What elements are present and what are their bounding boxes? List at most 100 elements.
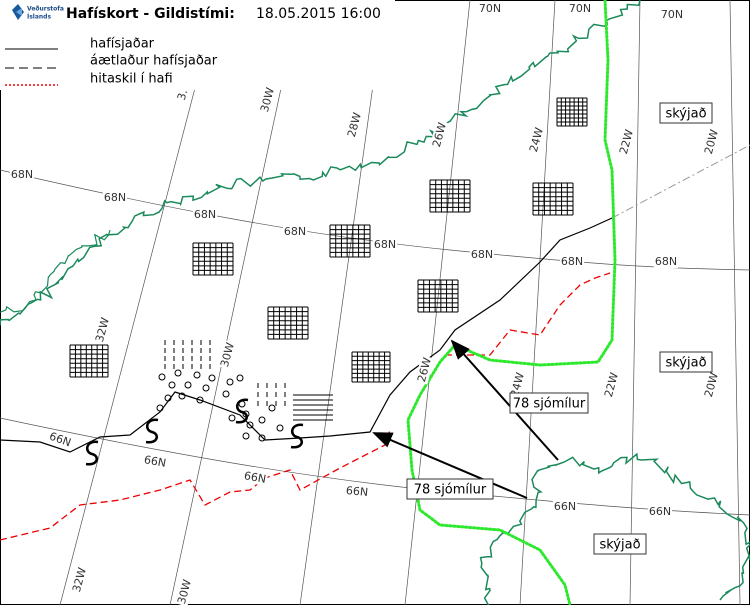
- grid-label-bg: [414, 355, 435, 385]
- ice-symbol: [293, 394, 333, 421]
- ice-symbol: [164, 340, 286, 406]
- logo: Veðurstofa Íslands: [12, 4, 64, 21]
- ice-dot: [156, 404, 164, 412]
- grid-label: 30W: [175, 578, 194, 605]
- grid-label: 70N: [479, 2, 501, 15]
- coastline: [0, 229, 111, 313]
- ice-dot: [236, 374, 244, 382]
- ice-concentration-symbol: [329, 224, 371, 258]
- grid-label: 70N: [569, 2, 591, 15]
- grid-label-bg: [701, 370, 722, 400]
- legend-label: hitaskil í hafi: [90, 72, 173, 87]
- grid-label-bg: [469, 248, 495, 261]
- grid-label: 68N: [284, 225, 306, 238]
- grid-label-bg: [507, 370, 528, 400]
- ice-dot: [178, 392, 186, 400]
- grid-label: 30W: [218, 341, 237, 369]
- grid-label-bg: [552, 500, 578, 513]
- grid-label-bg: [477, 2, 503, 15]
- ice-edge-symbol: [85, 440, 99, 466]
- grid-label-bg: [659, 8, 685, 21]
- annotation-box: [509, 392, 589, 414]
- ice-dot: [226, 378, 234, 386]
- title: Hafískort - Gildistími:: [66, 6, 235, 22]
- ice-edge-symbol: [235, 398, 249, 424]
- grid-label-bg: [217, 340, 238, 370]
- ice-concentration-symbol: [556, 97, 588, 127]
- annotation: 78 sjómílur: [513, 397, 586, 412]
- grid-label-bg: [102, 191, 128, 204]
- ice-concentration-symbol: [192, 242, 234, 276]
- grid-label-bg: [616, 127, 637, 157]
- grid-label: 68N: [194, 208, 216, 221]
- annotation-box: [659, 351, 713, 373]
- coastline: [0, 0, 641, 326]
- ice-concentration-symbol: [417, 279, 459, 313]
- annotation: skýjað: [599, 538, 640, 553]
- grid-label: 68N: [471, 248, 493, 261]
- ice-dot: [168, 381, 176, 389]
- annotation-box: [659, 102, 713, 124]
- grid-label: 70N: [661, 8, 683, 21]
- annotation-box: [406, 478, 494, 500]
- ice-dot: [174, 369, 182, 377]
- annotation: 78 sjómílur: [414, 483, 487, 498]
- grid-label-bg: [9, 168, 35, 181]
- grid-label-bg: [92, 315, 113, 345]
- grid-label: 20W: [702, 371, 721, 399]
- grid-label: 32W: [70, 566, 89, 594]
- ice-dot: [184, 381, 192, 389]
- legend-label: hafísjaðar: [90, 37, 155, 52]
- grid-label: 26W: [415, 356, 434, 384]
- ice-dot: [193, 371, 201, 379]
- grid-label: 24W: [527, 126, 546, 154]
- grid-label-bg: [601, 370, 622, 400]
- grid-label: 68N: [11, 168, 33, 181]
- grid-label: 20W: [702, 128, 721, 156]
- ice-dot: [258, 434, 266, 442]
- ice-dot: [222, 390, 230, 398]
- grid-label-bg: [282, 225, 308, 238]
- grid-label: 28W: [345, 111, 364, 139]
- arrow: [372, 432, 528, 499]
- grid-label: 66N: [143, 453, 167, 470]
- thermal-front: [0, 429, 391, 541]
- ice-dot: [202, 384, 210, 392]
- ice-dot: [242, 432, 250, 440]
- ice-edge-symbol: [290, 423, 304, 449]
- grid-label: 66N: [649, 505, 671, 518]
- grid-label: 30W: [258, 86, 277, 114]
- grid-label: 68N: [104, 191, 126, 204]
- ice-dot: [208, 374, 216, 382]
- ice-dot: [158, 373, 166, 381]
- ice-dot: [258, 416, 266, 424]
- grid-label: 32W: [93, 316, 112, 344]
- grid-label: 3.: [175, 88, 190, 102]
- grid-label: 24W: [508, 371, 527, 399]
- ice-dot: [196, 396, 204, 404]
- annotation: skýjað: [665, 107, 706, 122]
- valid-time: 18.05.2015 16:00: [256, 6, 381, 22]
- annotation: skýjað: [665, 356, 706, 371]
- ice-concentration-symbol: [267, 306, 309, 340]
- grid-label-bg: [567, 2, 593, 15]
- grid-label-bg: [46, 429, 74, 450]
- grid-label-bg: [242, 469, 269, 487]
- ice-concentration-symbol: [351, 351, 391, 383]
- grid-label-bg: [69, 565, 90, 595]
- header-panel: [0, 0, 395, 90]
- ice-concentration-symbol: [532, 182, 574, 216]
- ice-dot: [276, 424, 284, 432]
- grid-label: 68N: [374, 238, 396, 251]
- grid-label: 26W: [430, 121, 449, 149]
- coastline: [479, 452, 750, 605]
- grid-label-bg: [174, 577, 195, 605]
- grid-label-bg: [701, 127, 722, 157]
- grid-label: 66N: [554, 500, 576, 513]
- ice-edge-symbol: [145, 418, 159, 444]
- ice-dot: [268, 404, 276, 412]
- ice-concentration-symbol: [429, 179, 471, 213]
